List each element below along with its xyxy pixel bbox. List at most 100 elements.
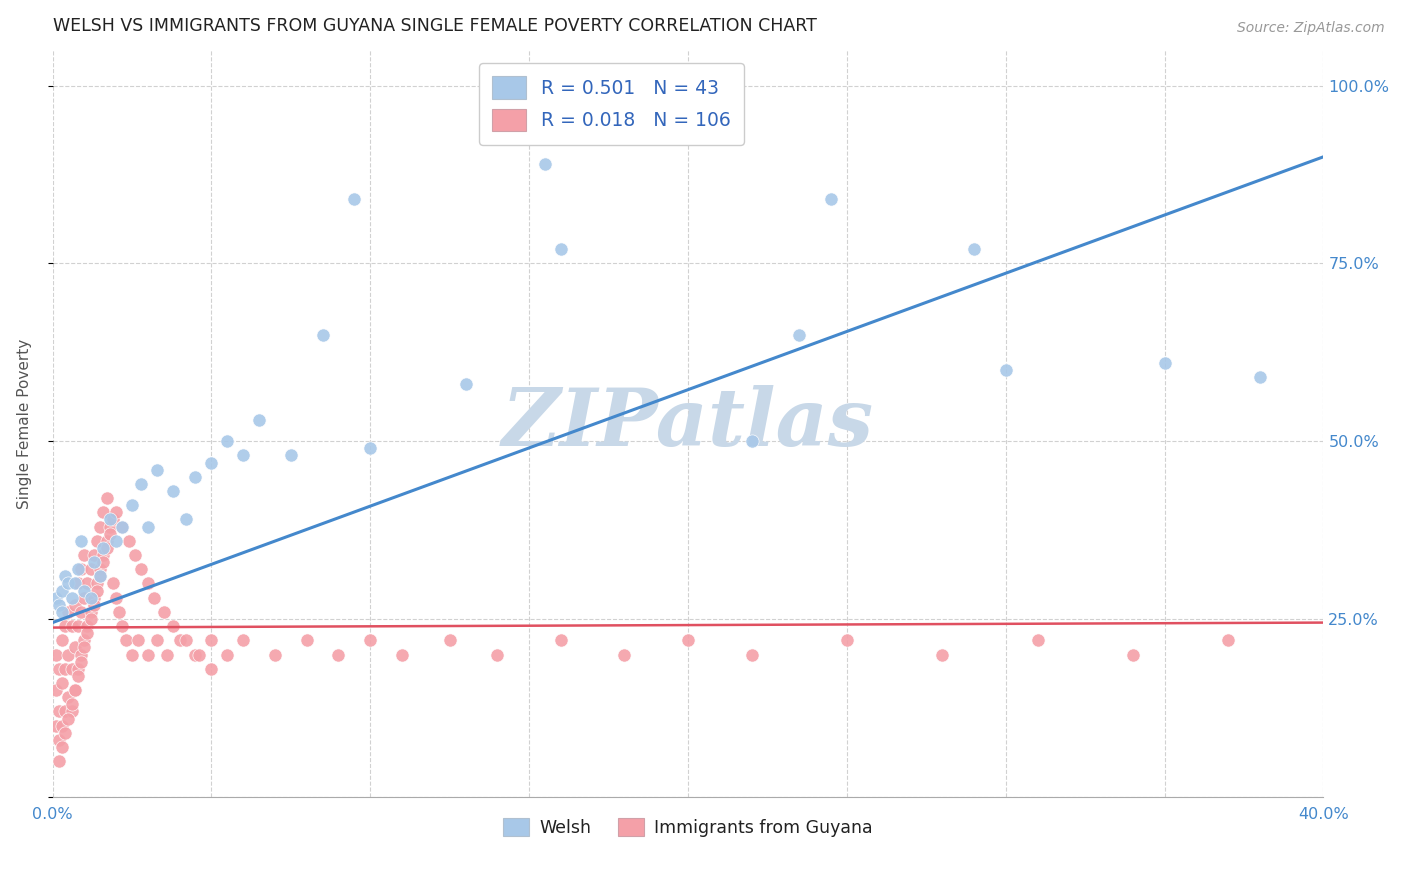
Point bbox=[835, 633, 858, 648]
Point bbox=[83, 548, 105, 562]
Point bbox=[439, 633, 461, 648]
Point bbox=[486, 648, 509, 662]
Point bbox=[550, 242, 572, 256]
Point bbox=[101, 512, 124, 526]
Point bbox=[66, 619, 89, 633]
Point bbox=[187, 648, 209, 662]
Point bbox=[73, 548, 96, 562]
Point bbox=[73, 591, 96, 605]
Text: Source: ZipAtlas.com: Source: ZipAtlas.com bbox=[1237, 21, 1385, 35]
Point bbox=[83, 598, 105, 612]
Point bbox=[124, 548, 146, 562]
Point bbox=[359, 633, 381, 648]
Point bbox=[91, 555, 114, 569]
Point bbox=[79, 605, 101, 619]
Point bbox=[70, 562, 93, 576]
Point bbox=[534, 157, 557, 171]
Point bbox=[96, 533, 118, 548]
Point bbox=[232, 449, 254, 463]
Point bbox=[232, 633, 254, 648]
Point bbox=[70, 605, 93, 619]
Point bbox=[174, 633, 197, 648]
Point bbox=[111, 619, 134, 633]
Point bbox=[53, 726, 76, 740]
Point bbox=[89, 562, 111, 576]
Point bbox=[1026, 633, 1049, 648]
Point bbox=[108, 605, 131, 619]
Point bbox=[118, 533, 141, 548]
Point bbox=[53, 619, 76, 633]
Point bbox=[98, 512, 121, 526]
Point bbox=[136, 519, 159, 533]
Point bbox=[162, 483, 184, 498]
Point bbox=[200, 456, 222, 470]
Point bbox=[184, 470, 207, 484]
Point bbox=[60, 591, 83, 605]
Point bbox=[45, 591, 67, 605]
Point bbox=[311, 327, 333, 342]
Point bbox=[86, 576, 108, 591]
Point bbox=[114, 633, 136, 648]
Point bbox=[136, 648, 159, 662]
Point bbox=[1122, 648, 1144, 662]
Point bbox=[89, 569, 111, 583]
Point bbox=[51, 739, 73, 754]
Point bbox=[391, 648, 413, 662]
Point bbox=[53, 705, 76, 719]
Point bbox=[51, 676, 73, 690]
Point bbox=[184, 648, 207, 662]
Point bbox=[169, 633, 191, 648]
Point bbox=[131, 562, 153, 576]
Point bbox=[820, 193, 842, 207]
Point bbox=[58, 648, 80, 662]
Point bbox=[48, 662, 70, 676]
Point bbox=[295, 633, 318, 648]
Point bbox=[359, 442, 381, 456]
Point bbox=[111, 519, 134, 533]
Point bbox=[963, 242, 986, 256]
Point bbox=[79, 612, 101, 626]
Point bbox=[53, 569, 76, 583]
Point bbox=[264, 648, 287, 662]
Point bbox=[105, 505, 128, 519]
Point bbox=[127, 633, 149, 648]
Point bbox=[91, 548, 114, 562]
Point bbox=[53, 662, 76, 676]
Point bbox=[60, 662, 83, 676]
Point bbox=[45, 648, 67, 662]
Point bbox=[146, 463, 169, 477]
Point bbox=[98, 519, 121, 533]
Point bbox=[63, 576, 86, 591]
Text: WELSH VS IMMIGRANTS FROM GUYANA SINGLE FEMALE POVERTY CORRELATION CHART: WELSH VS IMMIGRANTS FROM GUYANA SINGLE F… bbox=[52, 17, 817, 35]
Point bbox=[63, 683, 86, 698]
Point bbox=[66, 662, 89, 676]
Point bbox=[96, 491, 118, 505]
Point bbox=[48, 754, 70, 768]
Point bbox=[83, 555, 105, 569]
Point bbox=[200, 633, 222, 648]
Point bbox=[136, 576, 159, 591]
Point bbox=[676, 633, 699, 648]
Point bbox=[73, 633, 96, 648]
Point bbox=[89, 519, 111, 533]
Point bbox=[280, 449, 302, 463]
Point bbox=[200, 662, 222, 676]
Point bbox=[58, 605, 80, 619]
Point bbox=[550, 633, 572, 648]
Point bbox=[152, 605, 174, 619]
Point bbox=[66, 562, 89, 576]
Y-axis label: Single Female Poverty: Single Female Poverty bbox=[17, 338, 32, 508]
Point bbox=[994, 363, 1017, 377]
Point bbox=[931, 648, 953, 662]
Point bbox=[121, 498, 143, 512]
Point bbox=[1249, 370, 1271, 384]
Point bbox=[70, 648, 93, 662]
Point bbox=[51, 719, 73, 733]
Point bbox=[86, 583, 108, 598]
Point bbox=[51, 605, 73, 619]
Point bbox=[91, 505, 114, 519]
Point bbox=[73, 640, 96, 655]
Point bbox=[131, 477, 153, 491]
Point bbox=[63, 640, 86, 655]
Point bbox=[58, 712, 80, 726]
